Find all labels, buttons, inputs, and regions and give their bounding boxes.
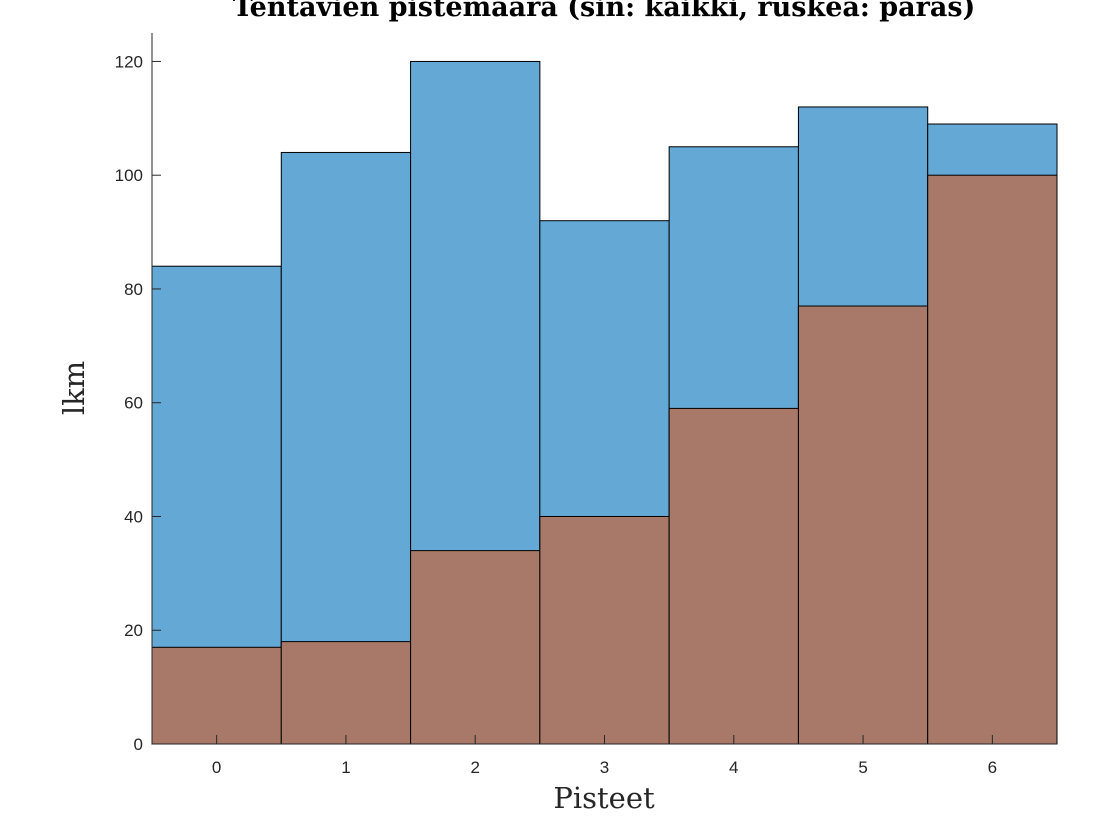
x-tick-label: 2 <box>470 758 479 777</box>
x-tick-label: 6 <box>988 758 997 777</box>
x-tick-label: 4 <box>729 758 738 777</box>
x-axis-label: Pisteet <box>553 781 655 815</box>
y-tick-label: 20 <box>124 621 143 640</box>
bar-series1-2 <box>410 550 541 745</box>
x-tick-label: 5 <box>858 758 867 777</box>
y-tick-label: 80 <box>124 280 143 299</box>
bar-series1-5 <box>797 305 929 745</box>
y-tick-label: 60 <box>124 394 143 413</box>
bar-series1-1 <box>280 641 412 745</box>
bars-layer <box>151 60 1058 745</box>
y-tick-label: 100 <box>115 166 143 185</box>
x-tick-label: 3 <box>600 758 609 777</box>
y-tick-label: 120 <box>115 52 143 71</box>
bar-series1-0 <box>151 646 282 745</box>
bar-series1-4 <box>668 407 799 745</box>
x-tick-label: 0 <box>212 758 221 777</box>
bar-series1-3 <box>539 515 670 745</box>
x-ticks: 0 1 2 3 4 5 6 <box>212 735 997 777</box>
y-tick-label: 40 <box>124 507 143 526</box>
y-tick-label: 0 <box>134 735 143 754</box>
y-axis-label: lkm <box>57 361 91 415</box>
y-ticks: 0 20 40 60 80 100 120 <box>115 52 161 754</box>
chart-title: Tentavien pistemäärä (sin: kaikki, ruske… <box>233 0 976 23</box>
x-tick-label: 1 <box>341 758 350 777</box>
bar-series1-6 <box>927 174 1058 745</box>
